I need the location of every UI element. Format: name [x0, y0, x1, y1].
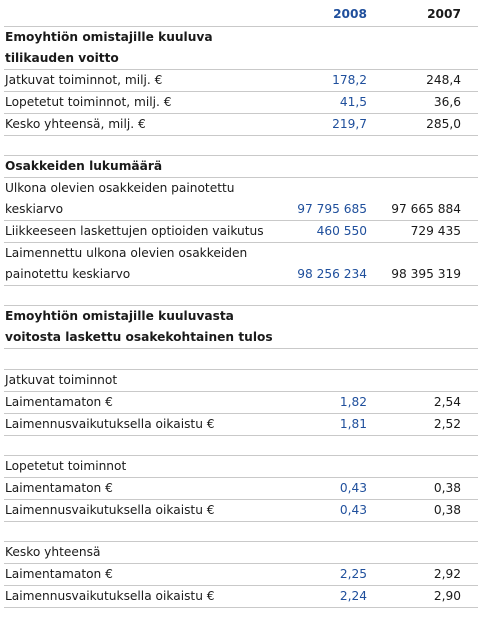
divider	[4, 369, 478, 370]
year-2007-header: 2007	[427, 7, 461, 21]
section-title: Emoyhtiön omistajille kuuluvasta	[5, 309, 234, 323]
table-row: Laimennusvaikutuksella oikaistu € 1,81 2…	[0, 414, 483, 435]
value-2007: 97 665 884	[391, 202, 461, 216]
row-label: Liikkeeseen laskettujen optioiden vaikut…	[5, 224, 264, 238]
year-2008-header: 2008	[333, 7, 367, 21]
section-title: tilikauden voitto	[5, 51, 119, 65]
row-label: Laimennusvaikutuksella oikaistu €	[5, 417, 215, 431]
value-2007: 2,92	[433, 567, 461, 581]
divider	[4, 607, 478, 608]
row-label: keskiarvo	[5, 202, 64, 216]
header-row: 2008 2007	[0, 4, 483, 25]
divider	[4, 285, 478, 286]
divider	[4, 499, 478, 500]
table-row: Jatkuvat toiminnot, milj. € 178,2 248,4	[0, 70, 483, 91]
value-2008: 178,2	[332, 73, 367, 87]
value-2008: 98 256 234	[297, 267, 367, 281]
divider	[4, 455, 478, 456]
row-label: Laimentamaton €	[5, 481, 113, 495]
divider	[4, 435, 478, 436]
group-title: Lopetetut toiminnot	[5, 459, 127, 473]
divider	[4, 391, 478, 392]
group-title: Jatkuvat toiminnot	[5, 373, 118, 387]
value-2008: 2,25	[339, 567, 367, 581]
value-2008: 460 550	[316, 224, 367, 238]
value-2008: 41,5	[339, 95, 367, 109]
divider	[4, 477, 478, 478]
value-2007: 0,38	[433, 503, 461, 517]
divider	[4, 113, 478, 114]
table-row: Kesko yhteensä, milj. € 219,7 285,0	[0, 114, 483, 135]
row-label: Kesko yhteensä, milj. €	[5, 117, 146, 131]
divider	[4, 521, 478, 522]
row-label: Laimentamaton €	[5, 395, 113, 409]
value-2008: 1,81	[339, 417, 367, 431]
row-label: Lopetetut toiminnot, milj. €	[5, 95, 172, 109]
value-2007: 729 435	[410, 224, 461, 238]
row-label: Laimennusvaikutuksella oikaistu €	[5, 589, 215, 603]
table-row: keskiarvo 97 795 685 97 665 884	[0, 199, 483, 220]
divider	[4, 585, 478, 586]
divider	[4, 177, 478, 178]
divider	[4, 242, 478, 243]
divider	[4, 413, 478, 414]
value-2008: 1,82	[339, 395, 367, 409]
table-row-label-line: Laimennettu ulkona olevien osakkeiden	[5, 246, 248, 260]
divider	[4, 26, 478, 27]
value-2008: 0,43	[339, 503, 367, 517]
divider	[4, 91, 478, 92]
value-2007: 248,4	[426, 73, 461, 87]
row-label: Laimennusvaikutuksella oikaistu €	[5, 503, 215, 517]
value-2008: 0,43	[339, 481, 367, 495]
value-2008: 219,7	[332, 117, 367, 131]
divider	[4, 305, 478, 306]
table-row: Laimentamaton € 1,82 2,54	[0, 392, 483, 413]
divider	[4, 155, 478, 156]
value-2008: 2,24	[339, 589, 367, 603]
row-label: Jatkuvat toiminnot, milj. €	[5, 73, 163, 87]
table-row-label-line: Ulkona olevien osakkeiden painotettu	[5, 181, 235, 195]
group-title: Kesko yhteensä	[5, 545, 101, 559]
section-title: Emoyhtiön omistajille kuuluva	[5, 30, 213, 44]
divider	[4, 348, 478, 349]
value-2007: 98 395 319	[391, 267, 461, 281]
table-row: Liikkeeseen laskettujen optioiden vaikut…	[0, 221, 483, 242]
value-2007: 36,6	[433, 95, 461, 109]
table-row: Laimentamaton € 2,25 2,92	[0, 564, 483, 585]
divider	[4, 541, 478, 542]
table-row: Laimentamaton € 0,43 0,38	[0, 478, 483, 499]
value-2007: 2,90	[433, 589, 461, 603]
row-label: painotettu keskiarvo	[5, 267, 131, 281]
table-row: Lopetetut toiminnot, milj. € 41,5 36,6	[0, 92, 483, 113]
table-row: Laimennusvaikutuksella oikaistu € 2,24 2…	[0, 586, 483, 607]
value-2007: 2,54	[433, 395, 461, 409]
section-title: Osakkeiden lukumäärä	[5, 159, 163, 173]
value-2007: 0,38	[433, 481, 461, 495]
table-row: painotettu keskiarvo 98 256 234 98 395 3…	[0, 264, 483, 285]
divider	[4, 135, 478, 136]
divider	[4, 69, 478, 70]
divider	[4, 563, 478, 564]
table-row: Laimennusvaikutuksella oikaistu € 0,43 0…	[0, 500, 483, 521]
value-2008: 97 795 685	[297, 202, 367, 216]
section-title: voitosta laskettu osakekohtainen tulos	[5, 330, 273, 344]
value-2007: 285,0	[426, 117, 461, 131]
row-label: Laimentamaton €	[5, 567, 113, 581]
divider	[4, 220, 478, 221]
value-2007: 2,52	[433, 417, 461, 431]
